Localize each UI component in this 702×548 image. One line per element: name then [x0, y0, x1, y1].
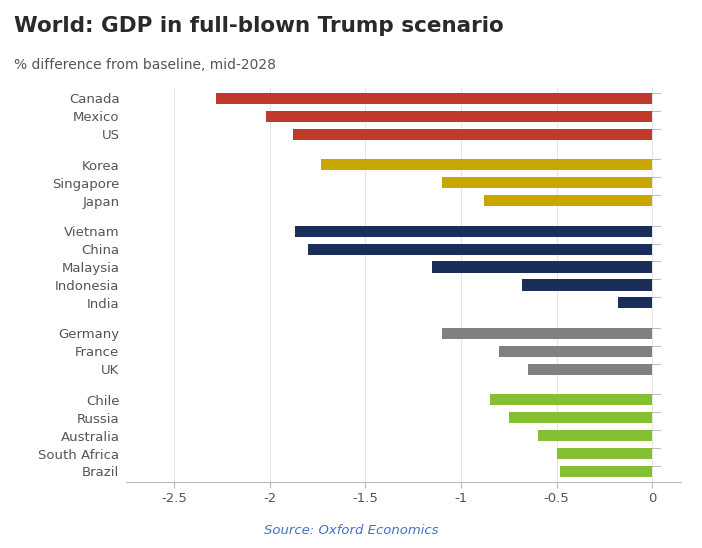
- Bar: [442, 328, 652, 339]
- Bar: [308, 243, 652, 255]
- Bar: [442, 177, 652, 189]
- Bar: [216, 93, 652, 104]
- Bar: [538, 430, 652, 441]
- Bar: [266, 111, 652, 122]
- Bar: [322, 159, 652, 170]
- Bar: [560, 466, 652, 477]
- Bar: [499, 346, 652, 357]
- Bar: [618, 298, 652, 309]
- Text: % difference from baseline, mid-2028: % difference from baseline, mid-2028: [14, 58, 276, 72]
- Bar: [557, 448, 652, 459]
- Bar: [509, 412, 652, 423]
- Bar: [522, 279, 652, 290]
- Bar: [490, 394, 652, 406]
- Bar: [293, 129, 652, 140]
- Bar: [295, 226, 652, 237]
- Bar: [432, 261, 652, 272]
- Bar: [484, 195, 652, 206]
- Text: Source: Oxford Economics: Source: Oxford Economics: [264, 524, 438, 537]
- Bar: [528, 364, 652, 375]
- Text: World: GDP in full-blown Trump scenario: World: GDP in full-blown Trump scenario: [14, 16, 504, 36]
